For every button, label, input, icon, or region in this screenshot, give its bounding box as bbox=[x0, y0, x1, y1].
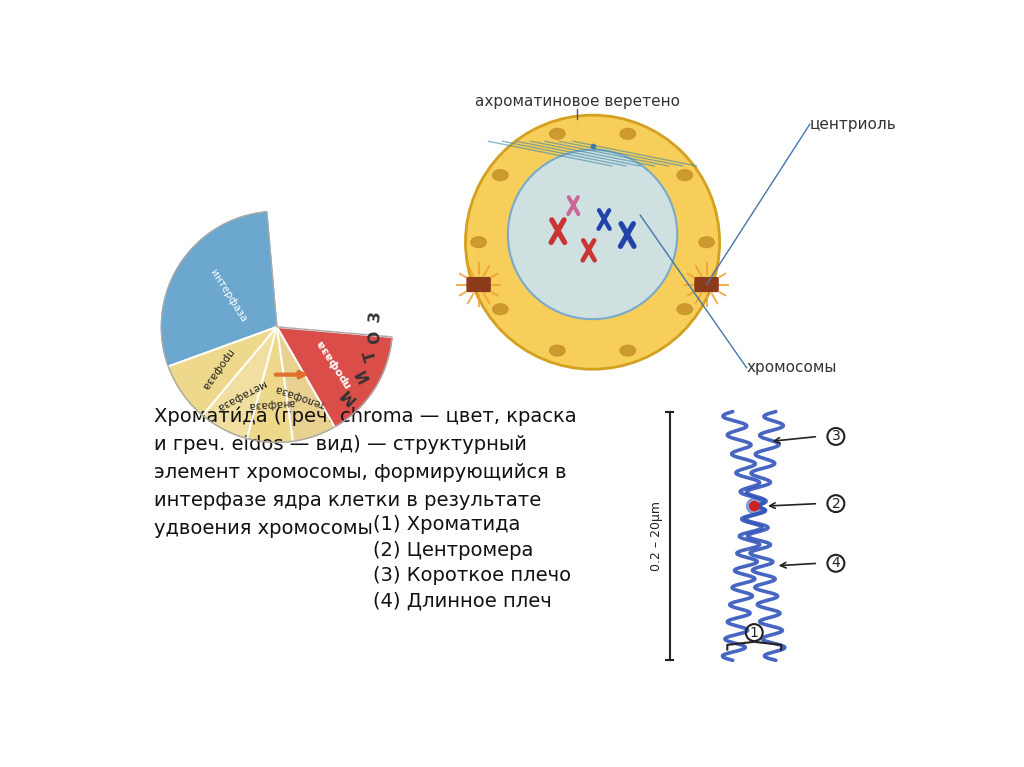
Circle shape bbox=[508, 150, 677, 319]
Text: (1) Хроматида: (1) Хроматида bbox=[373, 515, 520, 535]
Text: профаза: профаза bbox=[314, 337, 353, 390]
Wedge shape bbox=[276, 327, 335, 441]
Wedge shape bbox=[168, 327, 276, 416]
Text: (2) Центромера: (2) Центромера bbox=[373, 541, 534, 560]
Text: З: З bbox=[367, 311, 383, 323]
Ellipse shape bbox=[471, 237, 486, 248]
Ellipse shape bbox=[698, 237, 714, 248]
Text: 4: 4 bbox=[831, 556, 841, 571]
Text: метафаза: метафаза bbox=[214, 378, 267, 412]
Text: М: М bbox=[337, 385, 358, 406]
Circle shape bbox=[466, 115, 720, 369]
Ellipse shape bbox=[550, 128, 565, 139]
Ellipse shape bbox=[677, 304, 692, 314]
Ellipse shape bbox=[550, 345, 565, 356]
Ellipse shape bbox=[621, 128, 636, 139]
Wedge shape bbox=[276, 327, 392, 427]
Text: ахроматиновое веретено: ахроматиновое веретено bbox=[475, 94, 680, 109]
Text: Т: Т bbox=[362, 348, 380, 363]
Text: (4) Длинное плеч: (4) Длинное плеч bbox=[373, 591, 552, 611]
Wedge shape bbox=[168, 327, 392, 443]
FancyBboxPatch shape bbox=[467, 278, 490, 291]
Text: хромосомы: хромосомы bbox=[746, 360, 837, 375]
Circle shape bbox=[750, 502, 759, 511]
FancyBboxPatch shape bbox=[695, 278, 718, 291]
Text: профаза: профаза bbox=[200, 347, 234, 391]
Text: центриоль: центриоль bbox=[810, 117, 896, 132]
Text: телофаза: телофаза bbox=[274, 383, 328, 410]
Wedge shape bbox=[203, 327, 276, 439]
Text: интерфаза: интерфаза bbox=[208, 268, 248, 324]
Text: О: О bbox=[367, 330, 383, 344]
Text: 2: 2 bbox=[831, 496, 841, 511]
Text: Хромати́да (греч. chroma — цвет, краска
и греч. eidos — вид) — структурный
элеме: Хромати́да (греч. chroma — цвет, краска … bbox=[154, 407, 577, 538]
Text: 3: 3 bbox=[831, 430, 841, 443]
Ellipse shape bbox=[493, 170, 508, 180]
Ellipse shape bbox=[677, 170, 692, 180]
Text: 0.2 – 20μm: 0.2 – 20μm bbox=[649, 501, 663, 571]
Text: (3) Короткое плечо: (3) Короткое плечо bbox=[373, 566, 571, 585]
Circle shape bbox=[746, 499, 762, 514]
Text: 1: 1 bbox=[750, 626, 759, 640]
Ellipse shape bbox=[621, 345, 636, 356]
Wedge shape bbox=[247, 327, 293, 443]
Ellipse shape bbox=[493, 304, 508, 314]
Text: И: И bbox=[353, 365, 373, 384]
Wedge shape bbox=[162, 212, 276, 367]
Text: анафаза: анафаза bbox=[248, 397, 295, 410]
